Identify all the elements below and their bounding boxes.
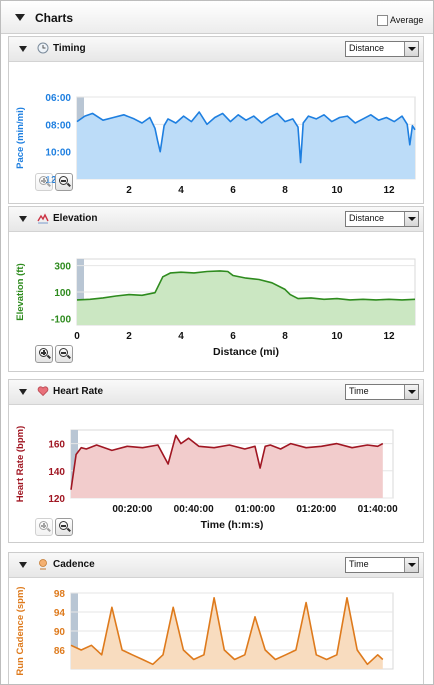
x-tick-label: 2 (126, 185, 132, 196)
y-tick-label: 140 (48, 467, 65, 478)
x-tick-label: 12 (383, 185, 395, 196)
cadence-header: Cadence Time (9, 553, 423, 578)
heart-rate-section: Heart Rate Time 160 140 120 00:20:00 00:40:0… (8, 379, 424, 543)
zoom-in-button[interactable] (35, 345, 53, 363)
collapse-heart-rate-icon[interactable] (19, 389, 27, 395)
chevron-down-icon (404, 42, 418, 56)
collapse-cadence-icon[interactable] (19, 562, 27, 568)
y-tick-label: 08:00 (45, 120, 71, 131)
x-tick-label: 01:00:00 (235, 504, 275, 515)
timing-title: Timing (53, 43, 86, 54)
y-tick-label: 86 (54, 646, 66, 657)
y-tick-label: 90 (54, 627, 66, 638)
x-tick-label: 6 (230, 185, 236, 196)
cadence-icon (39, 559, 47, 570)
elevation-section: Elevation Distance 300 100 -100 0 2 4 6 8 10 12 Di… (8, 206, 424, 372)
x-tick-label: 10 (331, 331, 343, 342)
series-line (70, 434, 384, 490)
series-area (77, 112, 415, 179)
timing-section: Timing Distance 06:0008:0010:0012:002468… (8, 36, 424, 204)
x-axis-label: Time (h:m:s) (201, 519, 264, 531)
x-tick-label: 01:40:00 (358, 504, 398, 515)
cadence-section: Cadence Time 98 94 90 86 Run Cadence (spm) (8, 552, 424, 684)
y-tick-label: 160 (48, 440, 65, 451)
zoom-out-icon (59, 176, 68, 185)
heart-rate-title: Heart Rate (53, 386, 104, 397)
heart-rate-chart: 160 140 120 00:20:00 00:40:00 01:00:00 01:20:0… (15, 426, 398, 531)
elevation-axis-dropdown[interactable]: Distance (345, 211, 419, 227)
x-tick-label: 4 (178, 185, 184, 196)
x-tick-label: 00:20:00 (112, 504, 152, 515)
elevation-icon (37, 213, 49, 224)
collapse-charts-icon[interactable] (15, 14, 25, 21)
y-tick-label: 06:00 (45, 93, 71, 104)
charts-header: Charts Average (1, 1, 433, 34)
zoom-out-icon (59, 521, 68, 530)
elevation-title: Elevation (53, 213, 98, 224)
clock-icon (37, 42, 49, 54)
series-line (76, 111, 416, 164)
zoom-out-button[interactable] (55, 518, 73, 536)
x-tick-label: 8 (282, 185, 288, 196)
timing-axis-dropdown[interactable]: Distance (345, 41, 419, 57)
x-axis-label: Distance (mi) (213, 346, 279, 358)
y-axis-label: Pace (min/mi) (15, 107, 26, 169)
y-tick-label: 120 (48, 494, 65, 505)
chevron-down-icon (404, 385, 418, 399)
y-axis-label: Elevation (ft) (15, 263, 26, 321)
x-tick-label: 8 (282, 331, 288, 342)
average-label: Average (390, 15, 424, 25)
zoom-out-icon (59, 348, 68, 357)
zoom-out-button[interactable] (55, 173, 73, 191)
chevron-down-icon (404, 558, 418, 572)
average-checkbox[interactable] (377, 15, 388, 26)
series-line (70, 596, 384, 666)
y-tick-label: 10:00 (45, 148, 71, 159)
zoom-in-button[interactable] (35, 518, 53, 536)
heart-icon (37, 386, 49, 397)
series-area (77, 270, 415, 325)
y-tick-label: 98 (54, 589, 66, 600)
cadence-axis-dropdown[interactable]: Time (345, 557, 419, 573)
elevation-header: Elevation Distance (9, 207, 423, 232)
x-tick-label: 01:20:00 (296, 504, 336, 515)
y-tick-label: 300 (54, 262, 71, 273)
collapse-timing-icon[interactable] (19, 46, 27, 52)
x-tick-label: 6 (230, 331, 236, 342)
zoom-in-icon (39, 176, 48, 185)
collapse-elevation-icon[interactable] (19, 216, 27, 222)
y-tick-label: 94 (54, 608, 66, 619)
y-axis-label: Heart Rate (bpm) (15, 426, 26, 503)
series-area (71, 597, 383, 669)
x-tick-label: 2 (126, 331, 132, 342)
x-tick-label: 10 (331, 185, 343, 196)
heart-rate-header: Heart Rate Time (9, 380, 423, 405)
x-tick-label: 00:40:00 (174, 504, 214, 515)
cadence-title: Cadence (53, 559, 95, 570)
y-tick-label: 100 (54, 288, 71, 299)
y-axis-label: Run Cadence (spm) (15, 586, 26, 675)
chevron-down-icon (404, 212, 418, 226)
y-tick-label: -100 (51, 314, 71, 325)
series-area (71, 435, 383, 498)
zoom-in-icon (39, 348, 48, 357)
zoom-out-button[interactable] (55, 345, 73, 363)
series-line (76, 270, 416, 301)
cadence-chart: 98 94 90 86 Run Cadence (spm) (15, 586, 394, 676)
x-tick-label: 4 (178, 331, 184, 342)
zoom-in-button[interactable] (35, 173, 53, 191)
timing-header: Timing Distance (9, 37, 423, 62)
zoom-in-icon (39, 521, 48, 530)
x-tick-label: 0 (74, 331, 80, 342)
x-tick-label: 12 (383, 331, 395, 342)
charts-title: Charts (35, 11, 74, 25)
heart-rate-axis-dropdown[interactable]: Time (345, 384, 419, 400)
